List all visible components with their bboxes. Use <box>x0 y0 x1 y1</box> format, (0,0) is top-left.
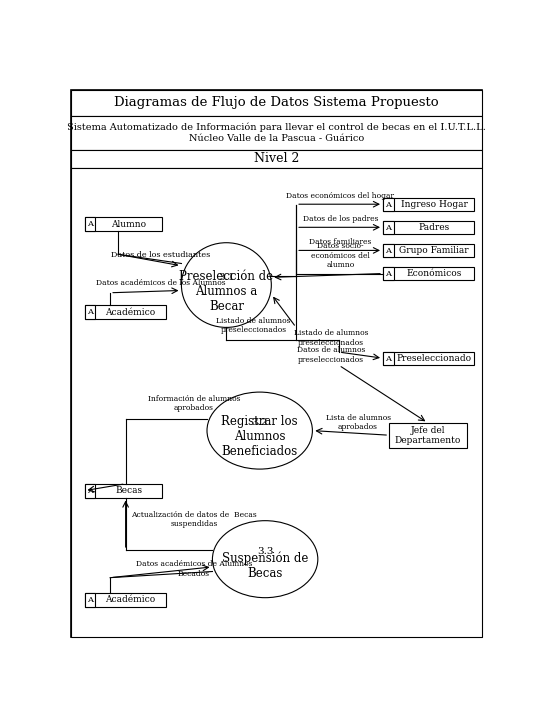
Bar <box>383 352 474 365</box>
Bar <box>383 267 474 280</box>
Text: Datos socio-
económicos del
alumno: Datos socio- económicos del alumno <box>311 243 370 269</box>
Text: A: A <box>87 487 93 495</box>
Text: A: A <box>386 270 392 278</box>
Ellipse shape <box>181 243 271 328</box>
Text: A: A <box>87 308 93 316</box>
Text: Datos económicos del hogar: Datos económicos del hogar <box>286 192 394 199</box>
Text: Datos académicos de los Alumnos: Datos académicos de los Alumnos <box>96 279 225 287</box>
Bar <box>85 305 166 319</box>
Bar <box>85 217 96 231</box>
Bar <box>383 244 394 257</box>
Bar <box>71 116 482 150</box>
Text: Preseleccionado: Preseleccionado <box>396 354 471 363</box>
Text: Datos de alumnos
preseleccionados: Datos de alumnos preseleccionados <box>297 346 365 364</box>
Text: Sistema Automatizado de Información para llevar el control de becas en el I.U.T.: Sistema Automatizado de Información para… <box>68 122 486 143</box>
Bar <box>383 198 394 211</box>
Text: Listado de alumnos
preseleccionados: Listado de alumnos preseleccionados <box>216 317 291 334</box>
Text: A: A <box>386 201 392 209</box>
Text: Académico: Académico <box>105 307 156 317</box>
Ellipse shape <box>212 521 318 598</box>
Text: Datos familiares: Datos familiares <box>309 238 372 246</box>
Text: 3.3: 3.3 <box>257 547 273 556</box>
Bar <box>71 90 482 116</box>
Text: A: A <box>87 596 93 604</box>
Text: Económicos: Económicos <box>407 269 462 279</box>
Text: Académico: Académico <box>105 595 156 605</box>
Bar <box>383 352 394 365</box>
Text: Listado de alumnos
preseleccionados: Listado de alumnos preseleccionados <box>294 330 368 346</box>
Text: Lista de alumnos
aprobados: Lista de alumnos aprobados <box>326 414 390 431</box>
Bar <box>383 244 474 257</box>
Text: Alumno: Alumno <box>111 220 146 229</box>
Text: Becas: Becas <box>115 486 142 495</box>
Text: Jefe del
Departamento: Jefe del Departamento <box>395 426 461 445</box>
Text: Registrar los
Alumnos
Beneficiados: Registrar los Alumnos Beneficiados <box>221 415 298 458</box>
Text: A: A <box>386 224 392 232</box>
Text: Datos académicos de Alumnos
Becados: Datos académicos de Alumnos Becados <box>136 560 252 577</box>
Text: A: A <box>87 220 93 228</box>
Bar <box>389 423 467 448</box>
Text: Datos de los padres: Datos de los padres <box>302 215 378 222</box>
Text: A: A <box>386 354 392 363</box>
Ellipse shape <box>207 392 313 469</box>
Text: Nivel 2: Nivel 2 <box>254 152 300 166</box>
Bar <box>85 484 162 498</box>
Text: Actualización de datos de  Becas
suspendidas: Actualización de datos de Becas suspendi… <box>131 511 256 528</box>
Bar <box>383 221 474 234</box>
Text: Grupo Familiar: Grupo Familiar <box>399 246 469 256</box>
Text: Suspensión de
Becas: Suspensión de Becas <box>222 551 308 580</box>
Bar <box>85 593 96 607</box>
Bar <box>71 150 482 168</box>
Text: Información de alumnos
aprobados: Información de alumnos aprobados <box>147 395 240 412</box>
Text: Padres: Padres <box>418 223 450 232</box>
Text: 3.1: 3.1 <box>218 273 234 282</box>
Bar <box>383 198 474 211</box>
Bar <box>85 305 96 319</box>
Text: Ingreso Hogar: Ingreso Hogar <box>401 200 468 209</box>
Bar <box>85 593 166 607</box>
Bar <box>85 217 162 231</box>
Bar <box>383 221 394 234</box>
Bar <box>71 168 482 637</box>
Text: Diagramas de Flujo de Datos Sistema Propuesto: Diagramas de Flujo de Datos Sistema Prop… <box>114 96 439 109</box>
Text: Preselección de
Alumnos a
Becar: Preselección de Alumnos a Becar <box>179 270 273 312</box>
Bar <box>383 267 394 280</box>
Text: 3.2: 3.2 <box>252 418 268 428</box>
Text: A: A <box>386 247 392 255</box>
Bar <box>85 484 96 498</box>
Text: Datos de los estudiantes: Datos de los estudiantes <box>111 251 210 259</box>
